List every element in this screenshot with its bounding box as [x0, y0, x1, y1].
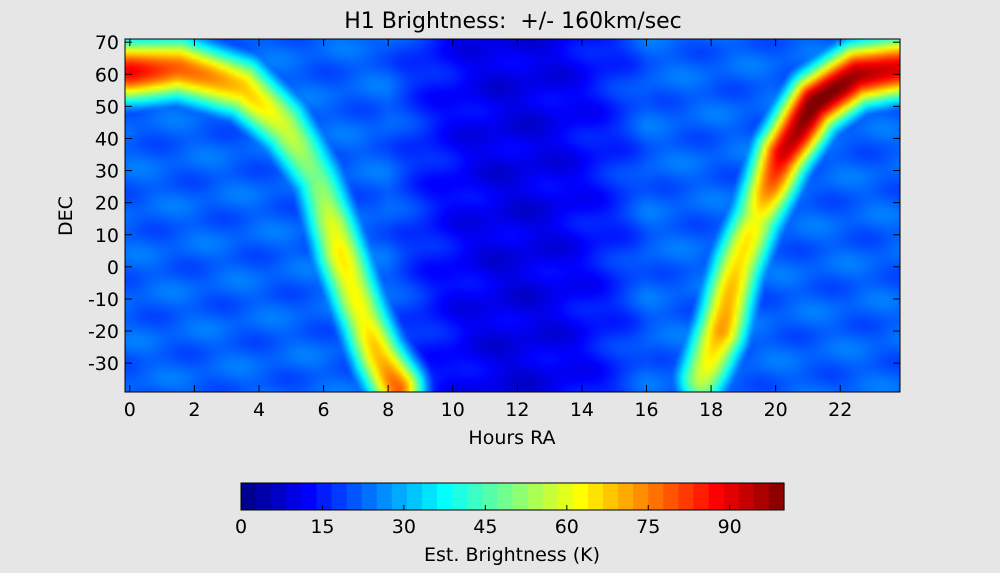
colorbar-step: [663, 483, 680, 510]
x-tick-label: 14: [570, 399, 594, 421]
colorbar-step: [406, 483, 423, 510]
x-axis-label: Hours RA: [468, 427, 555, 449]
heatmap-image: [125, 39, 900, 392]
y-tick-label: 70: [95, 32, 119, 54]
colorbar-step: [256, 483, 272, 510]
x-tick-label: 22: [828, 399, 852, 421]
colorbar-step: [331, 483, 348, 510]
x-tick-label: 8: [382, 399, 394, 421]
colorbar-step: [391, 483, 408, 510]
x-tick-label: 12: [505, 399, 529, 421]
colorbar-step: [603, 483, 619, 510]
colorbar-step: [361, 483, 378, 510]
colorbar-step: [587, 483, 604, 510]
y-tick-label: 40: [95, 128, 119, 150]
colorbar-step: [452, 483, 468, 510]
colorbar-tick-label: 90: [718, 516, 742, 538]
colorbar-step: [527, 483, 544, 510]
colorbar-step: [693, 483, 710, 510]
colorbar-step: [557, 483, 574, 510]
y-tick-label: 20: [95, 193, 119, 215]
colorbar-step: [572, 483, 589, 510]
colorbar-step: [497, 483, 514, 510]
x-tick-label: 6: [318, 399, 330, 421]
colorbar-tick-label: 30: [392, 516, 416, 538]
x-tick-label: 0: [124, 399, 136, 421]
colorbar-step: [301, 483, 318, 510]
colorbar-step: [618, 483, 634, 510]
x-tick-label: 4: [253, 399, 265, 421]
colorbar-step: [768, 483, 785, 510]
colorbar-step: [437, 483, 453, 510]
colorbar-tick-label: 45: [473, 516, 497, 538]
colorbar-step: [346, 483, 363, 510]
colorbar-step: [241, 483, 257, 510]
y-axis-ticks: 70 60 50 40 30 20 10 0 -10 -20 -30: [88, 32, 900, 375]
y-tick-label: 50: [95, 96, 119, 118]
plot-area: 0 2 4 6 8 10 12 14 16 18 20 22 70 60 50 40 30 20 10 0 -10 -2…: [88, 32, 901, 421]
y-tick-label: 60: [95, 64, 119, 86]
colorbar-label: Est. Brightness (K): [424, 544, 600, 566]
colorbar-step: [286, 483, 302, 510]
colorbar-step: [678, 483, 695, 510]
y-axis-label: DEC: [55, 196, 77, 236]
colorbar-step: [467, 483, 483, 510]
y-tick-label: -20: [88, 321, 119, 343]
colorbar-step: [422, 483, 438, 510]
x-tick-label: 20: [764, 399, 788, 421]
y-tick-label: 10: [95, 225, 119, 247]
colorbar-step: [753, 483, 770, 510]
colorbar-tick-label: 15: [310, 516, 334, 538]
x-tick-label: 10: [441, 399, 465, 421]
colorbar-tick-label: 75: [636, 516, 660, 538]
colorbar: 0 15 30 45 60 75 90 Est. Brightness (K): [235, 482, 785, 566]
x-tick-label: 16: [634, 399, 658, 421]
colorbar-step: [542, 483, 559, 510]
chart-title: H1 Brightness: +/- 160km/sec: [344, 9, 682, 34]
colorbar-step: [376, 483, 393, 510]
colorbar-step: [738, 483, 755, 510]
x-tick-label: 2: [188, 399, 200, 421]
colorbar-step: [271, 483, 287, 510]
y-tick-label: -30: [88, 353, 119, 375]
colorbar-step: [708, 483, 725, 510]
colorbar-frame: [240, 482, 785, 511]
x-tick-label: 18: [699, 399, 723, 421]
colorbar-tick-label: 0: [235, 516, 247, 538]
colorbar-ticks: 0 15 30 45 60 75 90: [235, 505, 742, 538]
colorbar-step: [633, 483, 649, 510]
colorbar-step: [648, 483, 664, 510]
colorbar-step: [316, 483, 333, 510]
colorbar-steps: [241, 483, 785, 510]
plot-frame: [124, 38, 901, 393]
y-tick-label: -10: [88, 289, 119, 311]
colorbar-tick-label: 60: [555, 516, 579, 538]
y-tick-label: 30: [95, 161, 119, 183]
y-tick-label: 0: [107, 257, 119, 279]
colorbar-step: [723, 483, 740, 510]
colorbar-step: [482, 483, 499, 510]
x-axis-ticks: 0 2 4 6 8 10 12 14 16 18 20 22: [124, 39, 852, 421]
colorbar-step: [512, 483, 529, 510]
